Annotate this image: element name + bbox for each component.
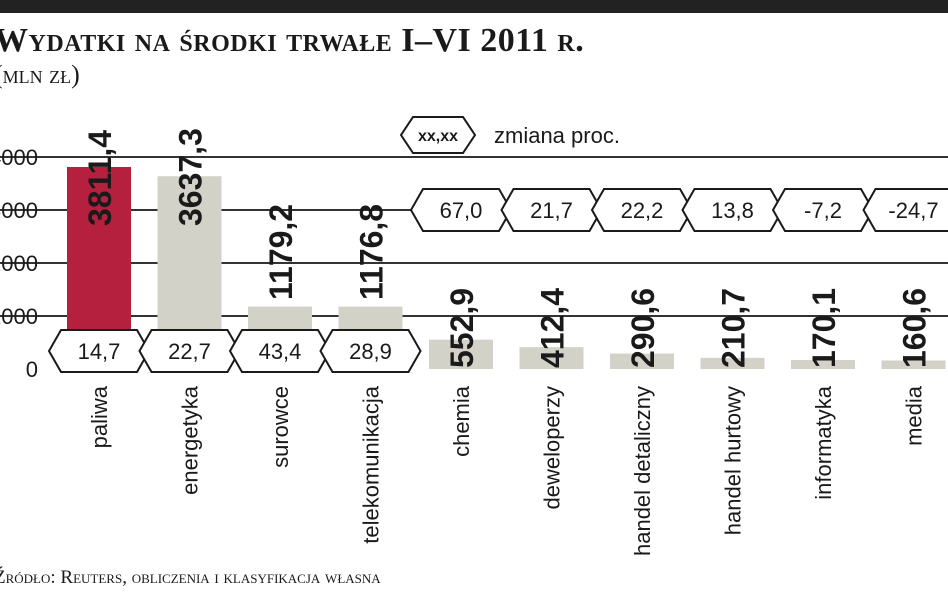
y-tick-label: 3000: [0, 198, 38, 223]
value-label: 1176,8: [354, 204, 390, 300]
category-label: paliwa: [87, 385, 112, 448]
category-label: telekomunikacja: [359, 385, 384, 544]
change-badge: [319, 329, 422, 373]
bar: [429, 339, 493, 369]
category-label: chemia: [449, 385, 474, 457]
change-label: 14,7: [78, 339, 121, 364]
category-label: deweloperzy: [540, 386, 565, 510]
legend-label: zmiana proc.: [494, 123, 620, 148]
unit-label: (mln zł): [0, 60, 80, 89]
change-label: 67,0: [440, 198, 483, 223]
bar: [519, 347, 584, 369]
category-label: surowce: [268, 386, 293, 468]
change-badge: [862, 188, 948, 232]
bar: [700, 357, 765, 369]
y-tick-label: 0: [26, 357, 38, 382]
category-label: energetyka: [178, 385, 203, 495]
category-label: handel hurtowy: [721, 386, 746, 535]
change-label: 22,2: [621, 198, 664, 223]
value-label: 1179,2: [263, 204, 299, 300]
category-label: media: [902, 385, 927, 446]
bar: [610, 353, 674, 369]
y-tick-label: 2000: [0, 251, 38, 276]
change-label: 13,8: [711, 198, 754, 223]
change-label: -7,2: [804, 198, 842, 223]
value-label: 160,6: [897, 288, 933, 368]
value-label: 552,9: [444, 288, 480, 368]
change-label: -24,7: [888, 198, 938, 223]
change-label: 22,7: [168, 339, 211, 364]
value-label: 412,4: [535, 288, 571, 368]
category-label: informatyka: [811, 385, 836, 499]
change-label: 43,4: [259, 339, 302, 364]
y-tick-label: 4000: [0, 145, 38, 170]
value-label: 3811,4: [82, 130, 118, 226]
value-label: 170,1: [806, 288, 842, 368]
value-label: 210,7: [716, 288, 752, 368]
source-note: Źródło: Reuters, obliczenia i klasyfikac…: [0, 567, 381, 588]
change-label: 28,9: [349, 339, 392, 364]
bar: [791, 359, 855, 369]
value-label: 3637,3: [173, 128, 209, 226]
y-tick-label: 1000: [0, 304, 38, 329]
category-label: handel detaliczny: [630, 386, 655, 556]
legend-key-label: xx,xx: [418, 128, 458, 145]
top-bar: [0, 0, 948, 13]
change-label: 21,7: [530, 198, 573, 223]
legend-key-badge: [399, 116, 477, 154]
value-label: 290,6: [625, 288, 661, 368]
bar: [881, 360, 946, 369]
chart-title: Wydatki na środki trwałe I–VI 2011 r.: [0, 22, 585, 59]
